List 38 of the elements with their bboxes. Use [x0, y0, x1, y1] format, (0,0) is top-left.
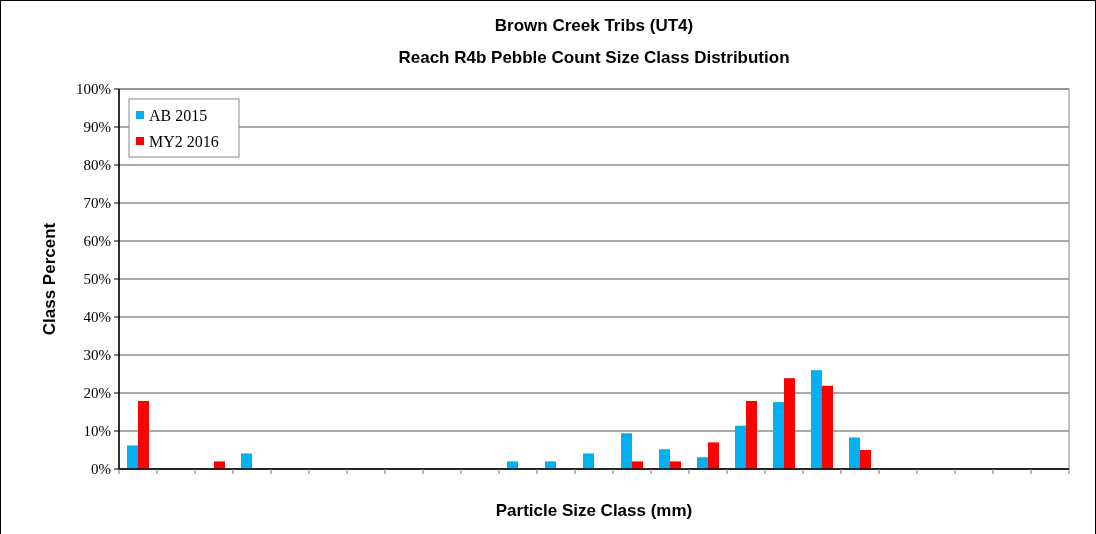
bar — [697, 457, 708, 469]
bar — [670, 461, 681, 469]
bar — [849, 437, 860, 469]
x-axis-title: Particle Size Class (mm) — [495, 501, 693, 520]
bar — [811, 370, 822, 469]
bar — [214, 461, 225, 469]
bar — [507, 461, 518, 469]
bar — [746, 400, 757, 469]
bar — [127, 445, 138, 469]
bar — [773, 402, 784, 469]
legend-label: AB 2015 — [149, 106, 208, 124]
bar — [735, 425, 746, 469]
y-tick-label: 40% — [83, 309, 111, 326]
y-tick-label: 30% — [83, 347, 111, 364]
y-tick-label: 90% — [83, 119, 111, 136]
y-tick-label: 50% — [83, 271, 111, 288]
y-tick-label: 100% — [76, 81, 111, 98]
y-tick-label: 60% — [83, 233, 111, 250]
y-tick-label: 10% — [83, 423, 111, 440]
bar — [241, 453, 252, 469]
bar — [632, 461, 643, 469]
bar — [138, 400, 149, 469]
y-tick-label: 0% — [91, 461, 111, 478]
chart-subtitle: Reach R4b Pebble Count Size Class Distribution — [398, 48, 790, 67]
bar — [860, 450, 871, 469]
bar — [822, 385, 833, 469]
y-axis-title: Class Percent — [40, 222, 59, 336]
bar — [621, 433, 632, 469]
y-tick-label: 20% — [83, 385, 111, 402]
y-tick-label: 80% — [83, 157, 111, 174]
y-tick-label: 70% — [83, 195, 111, 212]
legend-label: MY2 2016 — [149, 132, 219, 150]
bar — [784, 378, 795, 469]
bar — [708, 442, 719, 469]
chart-title: Brown Creek Tribs (UT4) — [494, 16, 694, 35]
bar — [545, 461, 556, 469]
bar — [659, 449, 670, 469]
bar — [583, 453, 594, 469]
